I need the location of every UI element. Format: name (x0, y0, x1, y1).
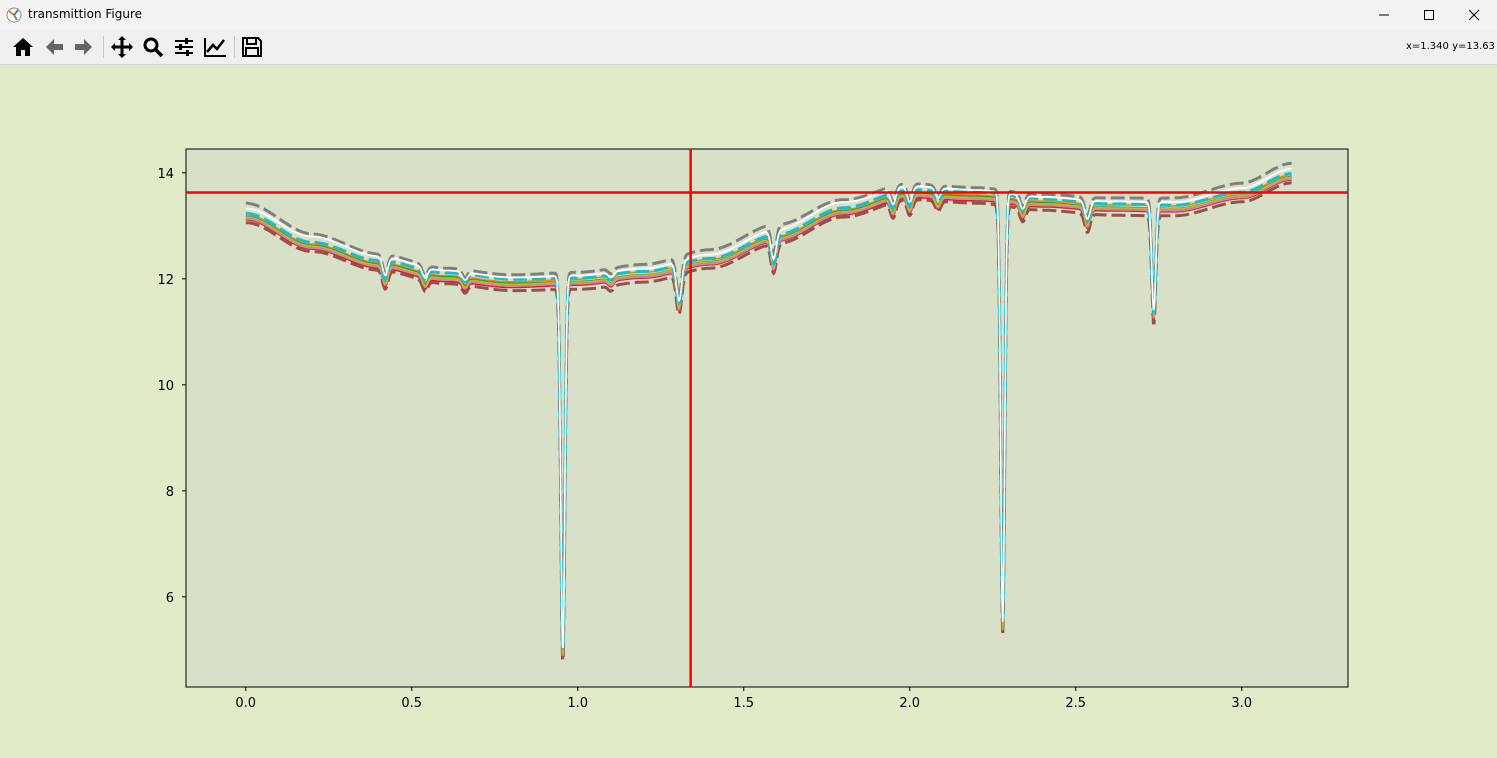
home-icon (13, 38, 33, 56)
arrow-left-icon (46, 39, 63, 55)
y-tick-label: 10 (157, 379, 174, 394)
edit-axes-button[interactable] (201, 34, 229, 60)
x-tick-label: 1.0 (567, 696, 588, 711)
matplotlib-logo-icon (6, 7, 22, 23)
floppy-disk-icon (242, 37, 262, 57)
x-tick-label: 1.5 (733, 696, 754, 711)
minimize-icon (1379, 14, 1389, 16)
x-tick-label: 0.5 (401, 696, 422, 711)
plot-area[interactable] (185, 148, 1349, 688)
sliders-icon (175, 38, 193, 56)
title-bar: transmittion Figure (0, 0, 1497, 30)
series-line-1 (245, 181, 1292, 663)
y-tick-label: 8 (166, 485, 174, 500)
back-button[interactable] (40, 34, 68, 60)
window-title: transmittion Figure (28, 7, 143, 21)
x-tick-label: 3.0 (1231, 696, 1252, 711)
line-chart-icon (204, 38, 226, 57)
toolbar-separator (234, 36, 235, 58)
magnifier-icon (143, 37, 164, 58)
navigation-toolbar: x=1.340 y=13.63 (0, 30, 1497, 65)
series-line-9 (245, 168, 1292, 648)
close-icon (1468, 9, 1480, 21)
y-tick-label: 6 (166, 591, 174, 606)
figure-canvas[interactable]: 0.0 0.5 1.0 1.5 2.0 2.5 3.0 6 8 10 12 14 (0, 65, 1497, 754)
minimize-button[interactable] (1361, 0, 1407, 30)
subplots-button[interactable] (170, 34, 198, 60)
x-tick-label: 2.0 (899, 696, 920, 711)
home-button[interactable] (9, 34, 37, 60)
save-button[interactable] (238, 34, 266, 60)
x-tick-label: 2.5 (1065, 696, 1086, 711)
series-line-8 (245, 172, 1292, 651)
x-tick-label: 0.0 (235, 696, 256, 711)
y-tick-label: 12 (157, 273, 174, 288)
arrow-right-icon (75, 39, 92, 55)
transmission-chart[interactable]: 0.0 0.5 1.0 1.5 2.0 2.5 3.0 6 8 10 12 14 (0, 65, 1497, 754)
pan-button[interactable] (108, 34, 136, 60)
forward-button[interactable] (70, 34, 98, 60)
close-button[interactable] (1451, 0, 1497, 30)
maximize-button[interactable] (1406, 0, 1452, 30)
toolbar-separator (103, 36, 104, 58)
maximize-icon (1424, 10, 1434, 20)
series-line-0 (245, 161, 1292, 646)
zoom-button[interactable] (139, 34, 167, 60)
move-icon (111, 36, 133, 58)
cursor-coordinates: x=1.340 y=13.63 (1405, 41, 1495, 52)
y-tick-label: 14 (157, 167, 174, 182)
